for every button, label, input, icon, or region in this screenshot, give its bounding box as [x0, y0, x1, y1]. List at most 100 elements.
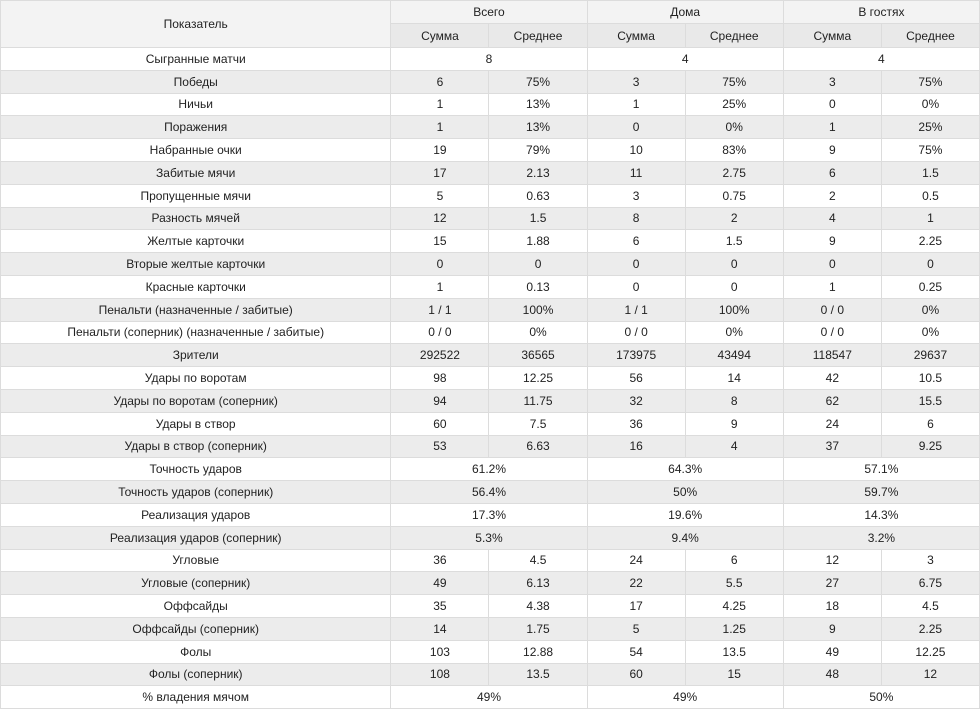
table-row: Реализация ударов 17.3% 19.6% 14.3%	[0, 502, 980, 527]
avg-value-cell: 7.5	[488, 411, 588, 436]
sum-value-cell: 17	[586, 594, 686, 618]
table-row: Пенальти (назначенные / забитые) 1 / 1 100…	[0, 297, 980, 322]
sum-value-cell: 2	[782, 183, 882, 208]
sum-value-cell: 8	[586, 206, 686, 231]
table-row: Угловые 36 4.5 24 6 12 3	[0, 548, 980, 573]
row-label: Ничьи	[0, 92, 392, 117]
sum-value-cell: 94	[390, 388, 490, 413]
avg-value-cell: 29637	[880, 343, 980, 368]
avg-value-cell: 15	[684, 662, 784, 687]
avg-value-cell: 13%	[488, 92, 588, 117]
table-row: Удары в створ 60 7.5 36 9 24 6	[0, 411, 980, 436]
avg-value-cell: 15.5	[880, 388, 980, 413]
sum-value-cell: 24	[586, 548, 686, 573]
avg-value-cell: 0%	[880, 320, 980, 345]
table-row: Желтые карточки 15 1.88 6 1.5 9 2.25	[0, 229, 980, 254]
merged-value-cell: 17.3%	[390, 502, 588, 527]
avg-value-cell: 8	[684, 388, 784, 413]
avg-value-cell: 6	[880, 411, 980, 436]
row-label: Сыгранные матчи	[0, 47, 392, 71]
sum-value-cell: 32	[586, 388, 686, 413]
sum-value-cell: 1	[782, 115, 882, 140]
header-group-total: Всего	[390, 0, 588, 24]
row-label: Вторые желтые карточки	[0, 252, 392, 276]
table-row: Пропущенные мячи 5 0.63 3 0.75 2 0.5	[0, 183, 980, 208]
sum-value-cell: 36	[586, 411, 686, 436]
avg-value-cell: 1.88	[488, 229, 588, 254]
row-label: Фолы	[0, 639, 392, 664]
sum-value-cell: 6	[586, 229, 686, 254]
avg-value-cell: 100%	[488, 297, 588, 322]
avg-value-cell: 83%	[684, 138, 784, 162]
avg-value-cell: 0.5	[880, 183, 980, 208]
sum-value-cell: 0	[782, 92, 882, 117]
avg-value-cell: 9	[684, 411, 784, 436]
table-row: Разность мячей 12 1.5 8 2 4 1	[0, 206, 980, 231]
row-label: Угловые	[0, 548, 392, 573]
sum-value-cell: 118547	[782, 343, 882, 368]
header-avg-away: Среднее	[880, 23, 980, 48]
merged-value-cell: 9.4%	[586, 525, 784, 550]
avg-value-cell: 12	[880, 662, 980, 687]
row-label: Удары в створ	[0, 411, 392, 436]
header-group-away: В гостях	[782, 0, 980, 24]
table-row: Точность ударов (соперник) 56.4% 50% 59.7%	[0, 480, 980, 504]
avg-value-cell: 2.75	[684, 160, 784, 185]
row-label: Реализация ударов	[0, 502, 392, 527]
avg-value-cell: 25%	[684, 92, 784, 117]
sum-value-cell: 37	[782, 434, 882, 459]
sum-value-cell: 9	[782, 138, 882, 162]
merged-value-cell: 3.2%	[782, 525, 980, 550]
avg-value-cell: 0	[880, 252, 980, 276]
row-label: Пенальти (соперник) (назначенные / забит…	[0, 320, 392, 345]
sum-value-cell: 42	[782, 366, 882, 390]
table-row: Ничьи 1 13% 1 25% 0 0%	[0, 92, 980, 117]
row-label: Оффсайды	[0, 594, 392, 618]
avg-value-cell: 12.25	[488, 366, 588, 390]
sum-value-cell: 108	[390, 662, 490, 687]
sum-value-cell: 56	[586, 366, 686, 390]
table-row: Удары по воротам (соперник) 94 11.75 32 8 62 1…	[0, 388, 980, 413]
avg-value-cell: 0.13	[488, 274, 588, 299]
avg-value-cell: 12.25	[880, 639, 980, 664]
table-header: Показатель Всего Дома В гостях Сумма Сре…	[0, 0, 980, 48]
sum-value-cell: 49	[782, 639, 882, 664]
sum-value-cell: 0 / 0	[782, 320, 882, 345]
sum-value-cell: 1 / 1	[586, 297, 686, 322]
sum-value-cell: 103	[390, 639, 490, 664]
row-label: Набранные очки	[0, 138, 392, 162]
row-label: Забитые мячи	[0, 160, 392, 185]
row-label: Желтые карточки	[0, 229, 392, 254]
table-row: Красные карточки 1 0.13 0 0 1 0.25	[0, 274, 980, 299]
avg-value-cell: 2.25	[880, 616, 980, 641]
avg-value-cell: 2.25	[880, 229, 980, 254]
merged-value-cell: 57.1%	[782, 457, 980, 482]
avg-value-cell: 75%	[684, 69, 784, 94]
sum-value-cell: 27	[782, 571, 882, 596]
sum-value-cell: 9	[782, 616, 882, 641]
sum-value-cell: 3	[586, 69, 686, 94]
avg-value-cell: 0	[488, 252, 588, 276]
sum-value-cell: 0	[586, 274, 686, 299]
sum-value-cell: 292522	[390, 343, 490, 368]
sum-value-cell: 5	[586, 616, 686, 641]
avg-value-cell: 43494	[684, 343, 784, 368]
row-label: Оффсайды (соперник)	[0, 616, 392, 641]
table-row: Забитые мячи 17 2.13 11 2.75 6 1.5	[0, 160, 980, 185]
merged-value-cell: 56.4%	[390, 480, 588, 504]
sum-value-cell: 0	[390, 252, 490, 276]
sum-value-cell: 4	[782, 206, 882, 231]
table-row: Удары по воротам 98 12.25 56 14 42 10.5	[0, 366, 980, 390]
avg-value-cell: 0.25	[880, 274, 980, 299]
avg-value-cell: 75%	[880, 69, 980, 94]
avg-value-cell: 1.25	[684, 616, 784, 641]
sum-value-cell: 1	[782, 274, 882, 299]
table-body: Сыгранные матчи 8 4 4 Победы 6 75% 3 75% 3 75% Ничь…	[0, 47, 980, 709]
sum-value-cell: 10	[586, 138, 686, 162]
table-row: Зрители 292522 36565 173975 43494 118547 29637	[0, 343, 980, 368]
avg-value-cell: 0	[684, 274, 784, 299]
table-row: Точность ударов 61.2% 64.3% 57.1%	[0, 457, 980, 482]
table-row: Оффсайды (соперник) 14 1.75 5 1.25 9 2.25	[0, 616, 980, 641]
merged-value-cell: 5.3%	[390, 525, 588, 550]
